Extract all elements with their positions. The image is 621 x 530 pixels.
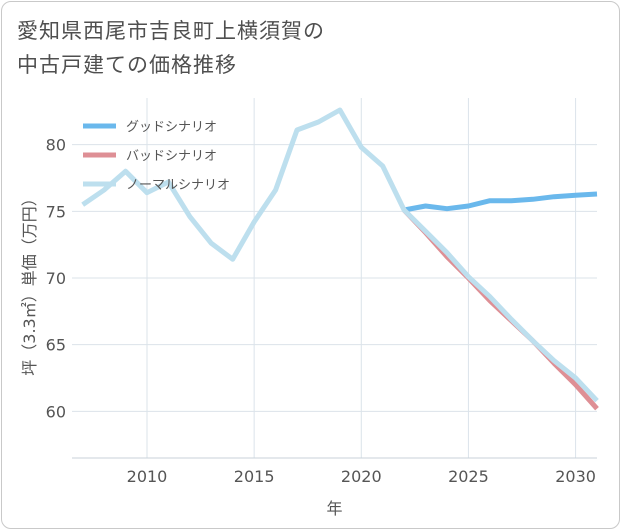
y-tick-label: 65 (46, 336, 66, 355)
x-tick-label: 2025 (448, 467, 489, 486)
series-lines (81, 107, 599, 411)
grid-lines (72, 98, 597, 459)
y-tick-label: 75 (46, 202, 66, 221)
chart-title: 愛知県西尾市吉良町上横須賀の 中古戸建ての価格推移 (17, 14, 325, 82)
x-tick-label: 2030 (555, 467, 596, 486)
x-tick-label: 2020 (341, 467, 382, 486)
y-tick-label: 80 (46, 136, 66, 155)
series-line-normal (81, 107, 599, 403)
y-axis-label: 坪（3.3㎡）単価（万円） (20, 190, 39, 375)
x-tick-label: 2015 (234, 467, 275, 486)
x-tick-label: 2010 (127, 467, 168, 486)
legend-label-bad: バッドシナリオ (126, 149, 217, 164)
axis-ticks: 2010 2015 2020 2025 2030 60 65 70 75 80 (46, 136, 596, 486)
title-line-1: 愛知県西尾市吉良町上横須賀の (17, 19, 325, 43)
legend-label-good: グッドシナリオ (126, 120, 217, 135)
y-tick-label: 70 (46, 269, 66, 288)
x-axis-label: 年 (326, 499, 342, 518)
y-tick-label: 60 (46, 402, 66, 421)
title-line-2: 中古戸建ての価格推移 (17, 53, 237, 77)
legend-label-normal: ノーマルシナリオ (126, 178, 230, 193)
series-line-good (403, 191, 598, 213)
